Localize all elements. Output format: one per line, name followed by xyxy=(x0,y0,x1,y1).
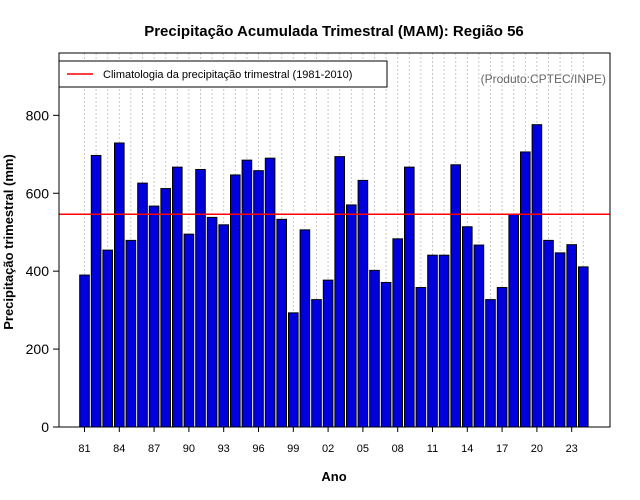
bar-20 xyxy=(531,124,543,428)
x-tick-label: 93 xyxy=(218,443,230,455)
bar-02 xyxy=(322,279,334,428)
x-tick-label: 14 xyxy=(461,443,473,455)
bar-96 xyxy=(253,170,264,428)
legend-box xyxy=(58,60,388,88)
bar-06 xyxy=(369,269,380,428)
bars xyxy=(79,124,589,428)
bar-16 xyxy=(485,299,496,428)
legend: Climatologia da precipitação trimestral … xyxy=(58,60,388,88)
y-tick-label: 600 xyxy=(26,185,50,201)
bar-11 xyxy=(427,254,438,428)
bar-22 xyxy=(554,252,566,428)
bar-01 xyxy=(311,299,322,428)
bar-07 xyxy=(380,281,392,428)
bar-99 xyxy=(288,312,299,428)
bar-24 xyxy=(578,266,589,428)
bar-93 xyxy=(218,224,229,428)
x-axis-label: Ano xyxy=(321,469,346,484)
bar-09 xyxy=(404,166,415,428)
bar-89 xyxy=(172,166,183,428)
bar-21 xyxy=(543,239,554,428)
x-tick-label: 11 xyxy=(427,443,438,455)
bar-91 xyxy=(195,168,206,428)
x-tick-label: 20 xyxy=(531,443,543,455)
x-tick-label: 99 xyxy=(287,443,299,455)
y-axis-label: Precipitação trimestral (mm) xyxy=(1,154,16,330)
x-tick-label: 90 xyxy=(183,443,195,455)
x-tick-label: 96 xyxy=(252,443,264,455)
bar-00 xyxy=(299,229,311,428)
bar-15 xyxy=(473,244,485,428)
y-tick-label: 800 xyxy=(26,107,50,123)
bar-85 xyxy=(125,239,137,428)
bar-23 xyxy=(566,244,578,428)
legend-label: Climatologia da precipitação trimestral … xyxy=(103,69,352,81)
bar-05 xyxy=(357,179,369,428)
bar-94 xyxy=(230,174,241,428)
bar-86 xyxy=(137,182,148,428)
bar-95 xyxy=(241,159,253,428)
bar-83 xyxy=(102,249,114,428)
bar-13 xyxy=(450,164,461,428)
bar-18 xyxy=(508,213,519,428)
x-tick-label: 05 xyxy=(357,443,369,455)
bar-97 xyxy=(264,157,276,428)
bar-19 xyxy=(520,151,531,428)
plot-frame xyxy=(58,52,611,428)
bar-88 xyxy=(160,188,171,428)
y-axis: 0 200 400 600 800 xyxy=(26,107,59,435)
bar-87 xyxy=(148,205,160,428)
credit-text: (Produto:CPTEC/INPE) xyxy=(481,72,606,86)
bar-84 xyxy=(114,142,125,428)
x-tick-label: 23 xyxy=(566,443,578,455)
bar-12 xyxy=(438,254,450,428)
x-tick-label: 17 xyxy=(496,443,508,455)
bar-90 xyxy=(183,233,195,428)
y-tick-label: 200 xyxy=(26,341,50,357)
x-tick-label: 84 xyxy=(113,443,125,455)
x-tick-label: 87 xyxy=(148,443,160,455)
bar-03 xyxy=(334,156,345,428)
chart-title: Precipitação Acumulada Trimestral (MAM):… xyxy=(144,23,524,40)
bar-17 xyxy=(496,287,508,428)
bar-98 xyxy=(276,218,287,428)
bar-14 xyxy=(462,226,473,428)
y-tick-label: 0 xyxy=(41,419,49,435)
bar-04 xyxy=(346,204,357,428)
x-axis: 81 84 87 90 93 96 99 02 05 08 11 14 17 20 23 xyxy=(78,427,578,455)
bar-10 xyxy=(415,287,427,428)
x-tick-label: 81 xyxy=(78,443,90,455)
bar-92 xyxy=(206,216,218,428)
x-tick-label: 02 xyxy=(322,443,334,455)
bar-82 xyxy=(90,154,102,428)
x-tick-label: 08 xyxy=(392,443,404,455)
y-tick-label: 400 xyxy=(26,263,50,279)
bar-81 xyxy=(79,274,90,428)
bar-08 xyxy=(392,238,403,428)
